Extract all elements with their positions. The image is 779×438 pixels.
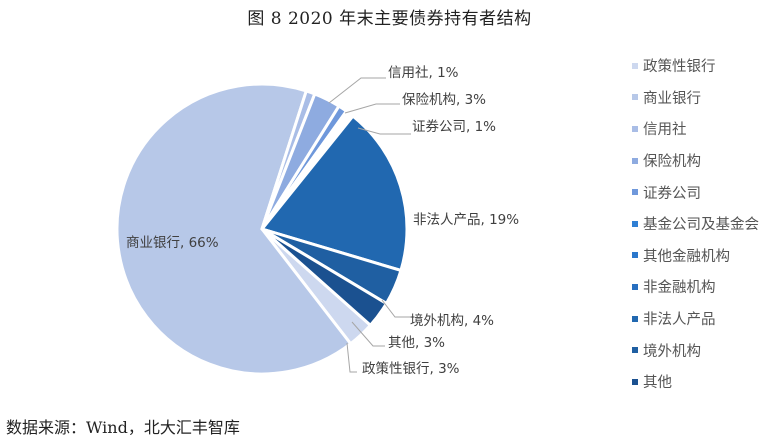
legend-swatch-icon <box>632 189 638 196</box>
figure-title: 图 8 2020 年末主要债券持有者结构 <box>247 9 532 29</box>
legend-swatch-icon <box>632 62 638 69</box>
legend-item: 其他金融机构 <box>632 240 779 272</box>
label-zhengce: 政策性银行, 3% <box>362 360 460 377</box>
legend-swatch-icon <box>632 94 638 101</box>
pie-slice <box>260 114 409 272</box>
pie-slice <box>115 82 353 376</box>
label-jingwai: 境外机构, 4% <box>410 313 494 329</box>
legend-swatch-icon <box>632 220 638 227</box>
legend-swatch-icon <box>632 125 638 132</box>
legend: 政策性银行 商业银行 信用社 保险机构 证券公司 基金公司及基金会 其他金融机构… <box>632 50 779 398</box>
pie-slices <box>115 82 409 376</box>
legend-item: 非金融机构 <box>632 271 779 303</box>
legend-swatch-icon <box>632 378 638 385</box>
label-shangye: 商业银行, 66% <box>126 235 219 251</box>
legend-item: 信用社 <box>632 113 779 145</box>
legend-item: 商业银行 <box>632 82 779 114</box>
legend-swatch-icon <box>632 252 638 259</box>
label-zhengquan: 证券公司, 1% <box>412 119 496 135</box>
legend-item: 境外机构 <box>632 334 779 366</box>
label-baoxian: 保险机构, 3% <box>402 92 486 108</box>
legend-item: 保险机构 <box>632 145 779 177</box>
legend-item: 基金公司及基金会 <box>632 208 779 240</box>
pie-slice <box>260 227 388 327</box>
data-source-note: 数据来源：Wind，北大汇丰智库 <box>6 418 240 437</box>
legend-swatch-icon <box>632 347 638 354</box>
label-xinyongshe: 信用社, 1% <box>388 65 459 81</box>
legend-item: 非法人产品 <box>632 303 779 335</box>
legend-swatch-icon <box>632 283 638 290</box>
legend-swatch-icon <box>632 157 638 164</box>
label-feifaren: 非法人产品, 19% <box>413 212 519 228</box>
legend-item: 其他 <box>632 366 779 398</box>
legend-item: 证券公司 <box>632 176 779 208</box>
label-qita: 其他, 3% <box>388 335 445 351</box>
legend-item: 政策性银行 <box>632 50 779 82</box>
leader-lines <box>328 77 411 373</box>
legend-swatch-icon <box>632 315 638 322</box>
